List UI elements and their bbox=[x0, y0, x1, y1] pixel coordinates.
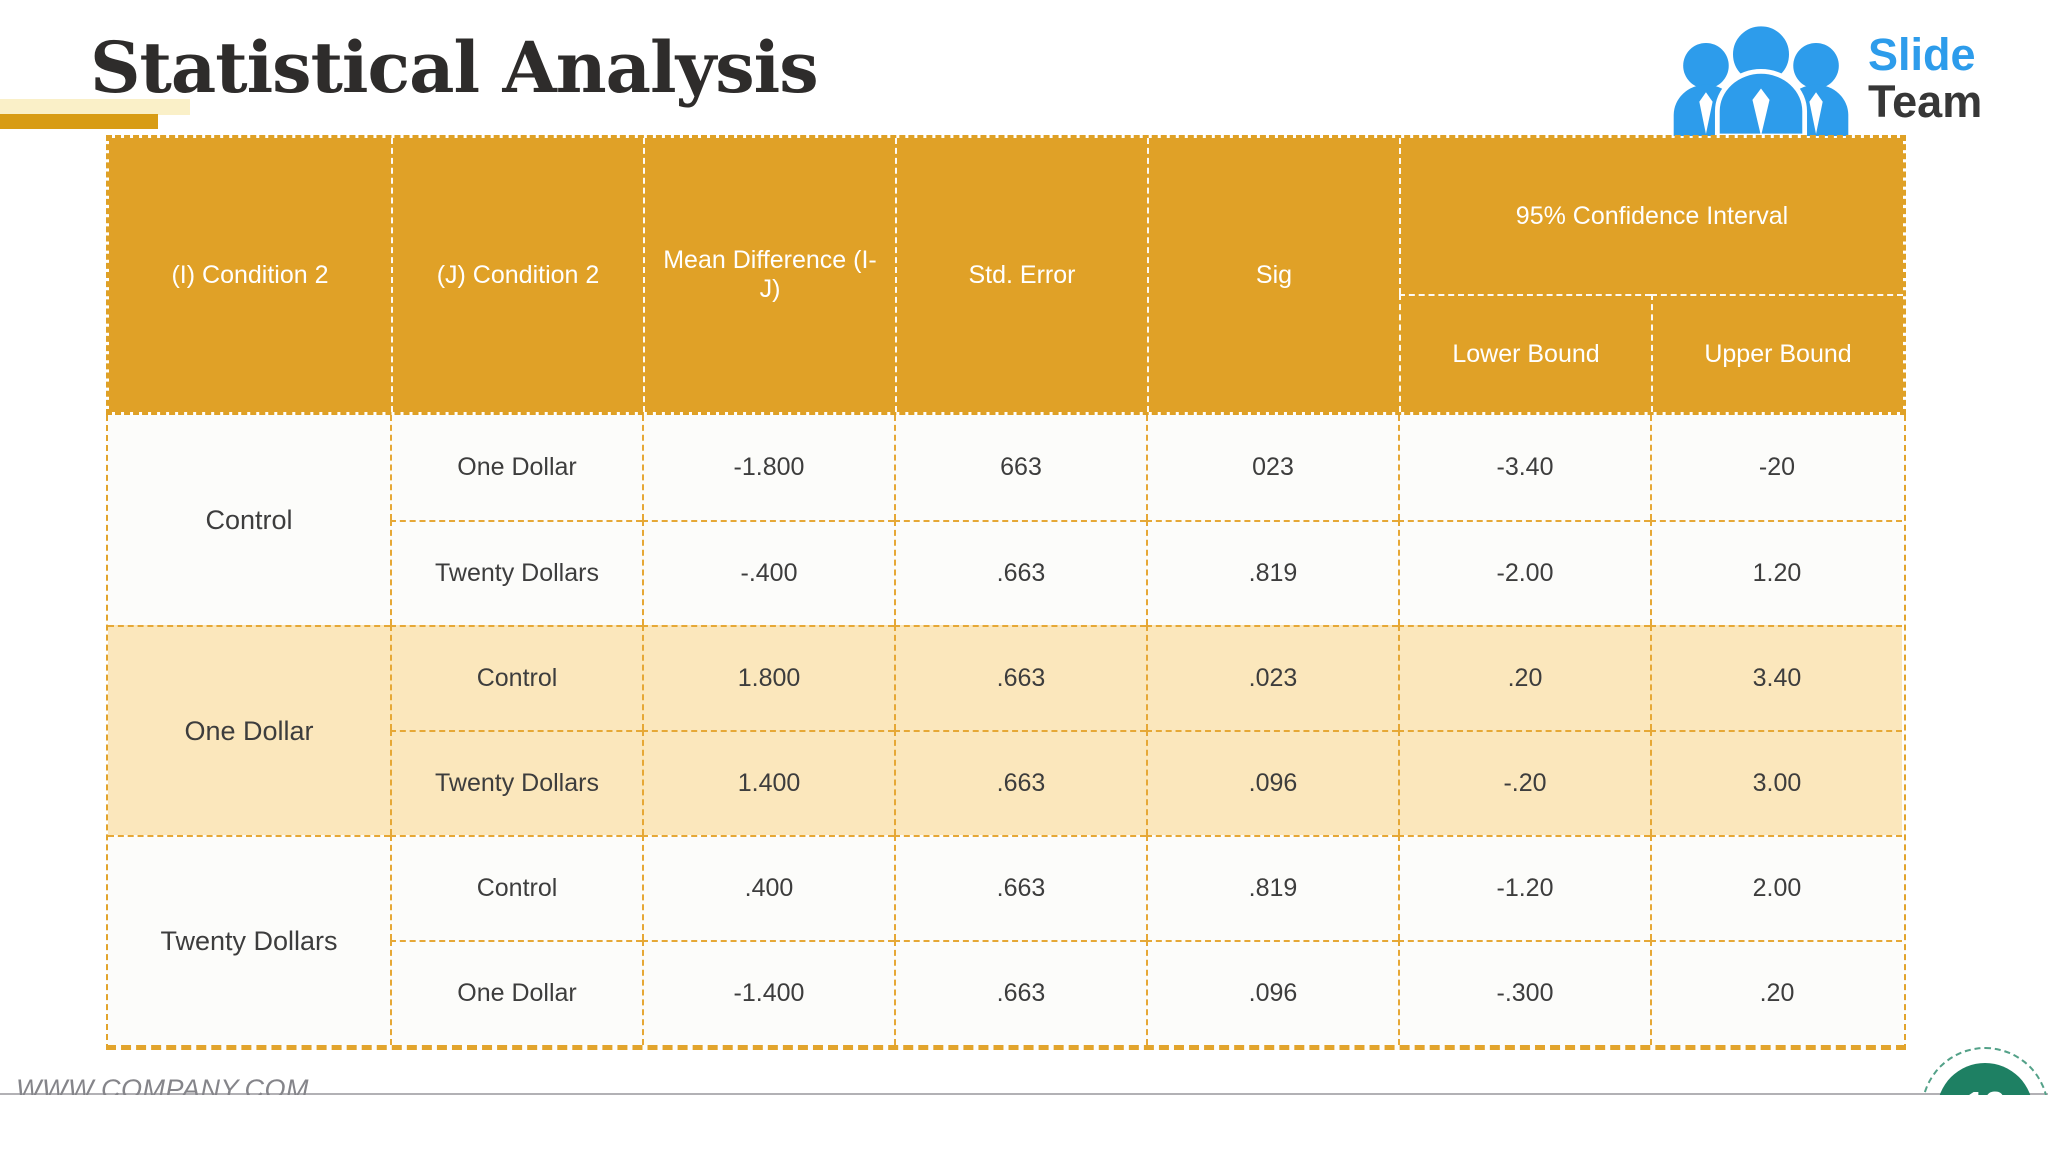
cell-lower: -2.00 bbox=[1398, 520, 1650, 625]
cell-j: Control bbox=[390, 835, 642, 940]
header-confidence-interval: 95% Confidence Interval bbox=[1399, 138, 1903, 294]
cell-j: Twenty Dollars bbox=[390, 520, 642, 625]
slideteam-logo-text: Slide Team bbox=[1868, 29, 1983, 127]
cell-lower: -1.20 bbox=[1398, 835, 1650, 940]
cell-std-error: .663 bbox=[894, 625, 1146, 730]
header-j-condition: (J) Condition 2 bbox=[391, 138, 643, 412]
cell-j: Twenty Dollars bbox=[390, 730, 642, 835]
header-mean-difference: Mean Difference (I-J) bbox=[643, 138, 895, 412]
header-i-condition: (I) Condition 2 bbox=[171, 260, 329, 289]
group-label-control: Control bbox=[108, 415, 390, 625]
cell-std-error: .663 bbox=[894, 730, 1146, 835]
cell-mean-diff: 1.800 bbox=[642, 625, 894, 730]
header-upper-bound: Upper Bound bbox=[1651, 294, 1903, 412]
stats-table-header: (I) Condition 2 (J) Condition 2 Mean Dif… bbox=[106, 135, 1906, 415]
cell-lower: -3.40 bbox=[1398, 415, 1650, 520]
header-std-error: Std. Error bbox=[895, 138, 1147, 412]
cell-sig: .023 bbox=[1146, 625, 1398, 730]
cell-sig: .819 bbox=[1146, 520, 1398, 625]
cell-mean-diff: -1.800 bbox=[642, 415, 894, 520]
logo-word-team: Team bbox=[1868, 76, 1983, 127]
stats-table-body: Control One Dollar Twenty Dollars One Do… bbox=[106, 415, 1906, 1050]
header-lower-bound: Lower Bound bbox=[1399, 294, 1651, 412]
cell-std-error: .663 bbox=[894, 940, 1146, 1045]
cell-sig: .096 bbox=[1146, 730, 1398, 835]
cell-j: One Dollar bbox=[390, 940, 642, 1045]
title-accent-bar-pale bbox=[0, 99, 190, 115]
cell-upper: 3.40 bbox=[1650, 625, 1902, 730]
cell-mean-diff: .400 bbox=[642, 835, 894, 940]
cell-upper: 1.20 bbox=[1650, 520, 1902, 625]
slide-visible-area: Statistical Analysis bbox=[0, 22, 2048, 1095]
cell-upper: 2.00 bbox=[1650, 835, 1902, 940]
cell-lower: .20 bbox=[1398, 625, 1650, 730]
cell-std-error: 663 bbox=[894, 415, 1146, 520]
cell-std-error: .663 bbox=[894, 835, 1146, 940]
logo-word-slide: Slide bbox=[1868, 29, 1976, 81]
title-accent-bar-gold bbox=[0, 114, 158, 129]
page-title: Statistical Analysis bbox=[90, 26, 819, 109]
footer-url: WWW.COMPANY.COM bbox=[16, 1074, 309, 1095]
cell-sig: .819 bbox=[1146, 835, 1398, 940]
three-people-with-ties-icon bbox=[1668, 22, 1854, 136]
cell-sig: 023 bbox=[1146, 415, 1398, 520]
cell-lower: -.20 bbox=[1398, 730, 1650, 835]
cell-sig: .096 bbox=[1146, 940, 1398, 1045]
cell-upper: 3.00 bbox=[1650, 730, 1902, 835]
cell-std-error: .663 bbox=[894, 520, 1146, 625]
slideteam-logo: Slide Team bbox=[1668, 22, 1982, 136]
group-label-one-dollar: One Dollar bbox=[108, 625, 390, 835]
cell-j: Control bbox=[390, 625, 642, 730]
header-sig: Sig bbox=[1147, 138, 1399, 412]
cell-upper: -20 bbox=[1650, 415, 1902, 520]
group-label-twenty-dollars: Twenty Dollars bbox=[108, 835, 390, 1045]
cell-mean-diff: -1.400 bbox=[642, 940, 894, 1045]
cell-mean-diff: -.400 bbox=[642, 520, 894, 625]
footer-divider-line bbox=[0, 1093, 2048, 1095]
cell-mean-diff: 1.400 bbox=[642, 730, 894, 835]
cell-j: One Dollar bbox=[390, 415, 642, 520]
cell-lower: -.300 bbox=[1398, 940, 1650, 1045]
cell-upper: .20 bbox=[1650, 940, 1902, 1045]
